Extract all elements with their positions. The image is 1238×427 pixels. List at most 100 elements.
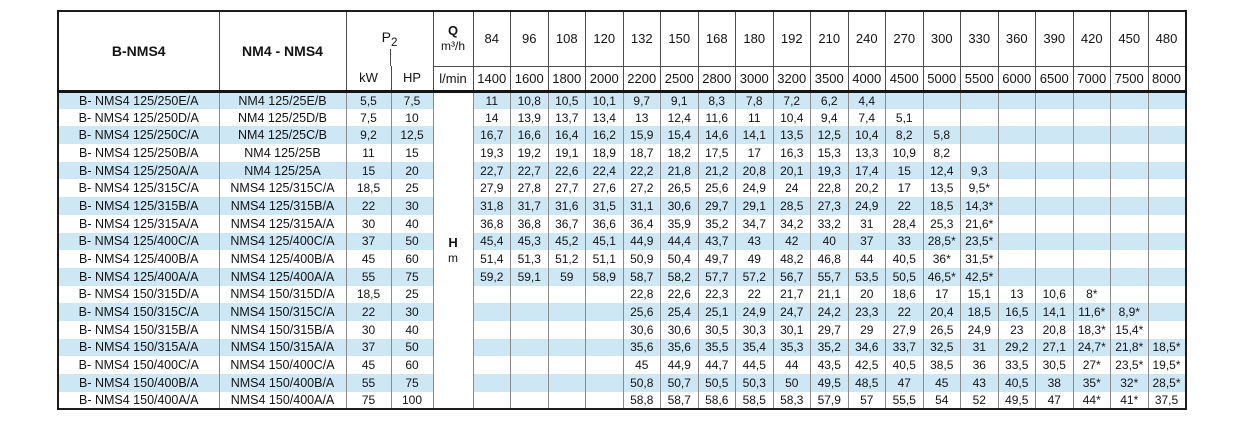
- head-value-cell: [585, 338, 624, 357]
- head-value-cell: 18,5: [922, 197, 962, 215]
- model-nm4-nms4-cell: NMS4 125/315C/A: [218, 179, 347, 198]
- head-value-cell: [510, 374, 549, 392]
- head-value-cell: 33,2: [810, 214, 849, 233]
- flow-header-m3h: 300: [922, 11, 962, 67]
- table-row: B- NMS4 125/400B/A NMS4 125/400B/A 45 60 51,…: [57, 250, 1187, 268]
- model-b-nms4-cell: B- NMS4 125/315C/A: [57, 179, 220, 198]
- head-value-cell: 36,4: [622, 214, 662, 233]
- head-value-cell: 11: [735, 108, 774, 127]
- model-nm4-nms4-cell: NMS4 125/400A/A: [218, 267, 347, 286]
- head-value-cell: 8,2: [922, 144, 962, 162]
- head-value-cell: 50,5: [885, 267, 924, 286]
- head-value-cell: [1110, 108, 1149, 127]
- head-value-cell: 23,5*: [960, 232, 999, 251]
- head-value-cell: 31,8: [472, 197, 512, 215]
- head-value-cell: 12,5: [810, 126, 849, 145]
- flow-header-m3h: 270: [885, 11, 924, 67]
- head-value-cell: 4,4: [847, 91, 887, 109]
- flow-header-m3h: 84: [472, 11, 512, 67]
- model-nm4-nms4-cell: NMS4 150/315D/A: [218, 285, 347, 304]
- head-value-cell: 48,2: [772, 250, 812, 268]
- power-kw-cell: 37: [345, 338, 392, 357]
- head-value-cell: [997, 161, 1037, 180]
- head-value-cell: 22,8: [622, 285, 662, 304]
- head-value-cell: 35,6: [622, 338, 662, 357]
- head-value-cell: [585, 285, 624, 304]
- head-value-cell: 10,4: [772, 108, 812, 127]
- head-value-cell: 47: [1035, 391, 1074, 410]
- head-value-cell: 43: [735, 232, 774, 251]
- head-value-cell: [997, 91, 1037, 109]
- column-header-nm4-nms4: NM4 - NMS4: [218, 11, 347, 91]
- head-value-cell: 54: [922, 391, 962, 410]
- power-kw-cell: 7,5: [345, 108, 392, 127]
- head-value-cell: 49: [735, 250, 774, 268]
- head-value-cell: 22: [735, 285, 774, 304]
- pump-performance-table: B-NMS4 NM4 - NMS4 P2 Q m³/h 84 96 108 120 13…: [57, 10, 1187, 411]
- head-value-cell: [997, 214, 1037, 233]
- head-value-cell: 18,3*: [1072, 320, 1112, 339]
- head-value-cell: 21,8*: [1110, 338, 1149, 357]
- flow-header-m3h: 360: [997, 11, 1037, 67]
- column-header-kw: kW: [345, 66, 392, 91]
- head-value-cell: [960, 126, 999, 145]
- head-value-cell: 58,6: [697, 391, 737, 410]
- head-value-cell: 5,1: [885, 108, 924, 127]
- head-value-cell: 17,4: [847, 161, 887, 180]
- head-value-cell: 17: [922, 285, 962, 304]
- head-value-cell: [472, 303, 512, 321]
- head-value-cell: 27,6: [585, 179, 624, 198]
- head-value-cell: 49,5: [997, 391, 1037, 410]
- flow-header-m3h: 390: [1035, 11, 1074, 67]
- head-value-cell: 25,3: [922, 214, 962, 233]
- model-b-nms4-cell: B- NMS4 125/315B/A: [57, 197, 220, 215]
- head-value-cell: 50,3: [735, 374, 774, 392]
- head-value-cell: [1110, 250, 1149, 268]
- head-value-cell: 58,2: [660, 267, 699, 286]
- head-value-cell: 21,7: [772, 285, 812, 304]
- head-value-cell: 13,5: [772, 126, 812, 145]
- head-value-cell: 44,9: [622, 232, 662, 251]
- head-value-cell: [997, 232, 1037, 251]
- power-hp-cell: 7,5: [390, 91, 434, 109]
- model-nm4-nms4-cell: NMS4 125/315A/A: [218, 214, 347, 233]
- head-value-cell: 32*: [1110, 374, 1149, 392]
- column-header-q: Q m³/h: [432, 11, 474, 67]
- table-row: B- NMS4 125/250A/A NM4 125/25A 15 20 22,7 22,…: [57, 161, 1187, 180]
- head-value-cell: 35*: [1072, 374, 1112, 392]
- head-value-cell: [1072, 179, 1112, 198]
- head-value-cell: 30,5: [1035, 356, 1074, 374]
- head-value-cell: [547, 303, 587, 321]
- flow-header-m3h: 330: [960, 11, 999, 67]
- head-value-cell: [547, 374, 587, 392]
- head-value-cell: 46,5*: [922, 267, 962, 286]
- head-value-cell: 42: [772, 232, 812, 251]
- head-value-cell: [1147, 232, 1187, 251]
- table-row: B- NMS4 125/250D/A NM4 125/25D/B 7,5 10 14 13…: [57, 108, 1187, 127]
- head-value-cell: 24,9: [960, 320, 999, 339]
- head-value-cell: 8,2: [885, 126, 924, 145]
- head-value-cell: [1147, 214, 1187, 233]
- head-value-cell: 55,7: [810, 267, 849, 286]
- head-value-cell: [1035, 91, 1074, 109]
- flow-header-m3h: 240: [847, 11, 887, 67]
- head-value-cell: [1072, 161, 1112, 180]
- head-value-cell: 15,4: [660, 126, 699, 145]
- head-value-cell: 51,1: [585, 250, 624, 268]
- head-value-cell: 19,3: [810, 161, 849, 180]
- head-value-cell: [547, 391, 587, 410]
- power-kw-cell: 15: [345, 161, 392, 180]
- model-b-nms4-cell: B- NMS4 125/250E/A: [57, 91, 220, 109]
- table-row: B- NMS4 125/315C/A NMS4 125/315C/A 18,5 25 2…: [57, 179, 1187, 198]
- flow-header-lmin: 2500: [660, 66, 699, 91]
- head-value-cell: 24,7*: [1072, 338, 1112, 357]
- head-value-cell: [1147, 320, 1187, 339]
- head-value-cell: 28,5*: [922, 232, 962, 251]
- power-hp-cell: 60: [390, 250, 434, 268]
- head-value-cell: 22,3: [697, 285, 737, 304]
- head-value-cell: [510, 320, 549, 339]
- head-value-cell: 19,2: [510, 144, 549, 162]
- head-value-cell: 57,7: [697, 267, 737, 286]
- head-value-cell: 11,6: [697, 108, 737, 127]
